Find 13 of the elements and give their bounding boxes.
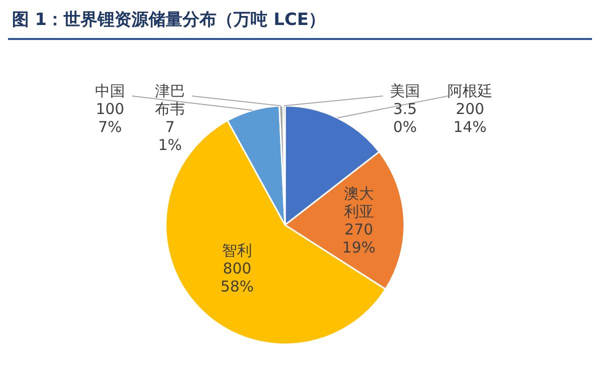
data-label: 3.5 0% [393,100,417,136]
chart-title: 图 1：世界锂资源储量分布（万吨 LCE） [12,9,326,31]
slice-label: 阿根廷 [448,82,492,100]
slice-label: 澳大利亚 [344,184,374,220]
slice-label: 美国 [390,82,420,100]
data-label: 7 1% [158,118,182,154]
slice-label: 中国 [95,82,125,100]
slice-label: 津巴布韦 [155,82,185,118]
data-label: 100 7% [96,100,124,136]
slice-label: 智利 [222,242,252,260]
data-label: 800 58% [220,260,254,296]
data-label: 200 14% [453,100,487,136]
data-label: 270 19% [342,220,376,256]
